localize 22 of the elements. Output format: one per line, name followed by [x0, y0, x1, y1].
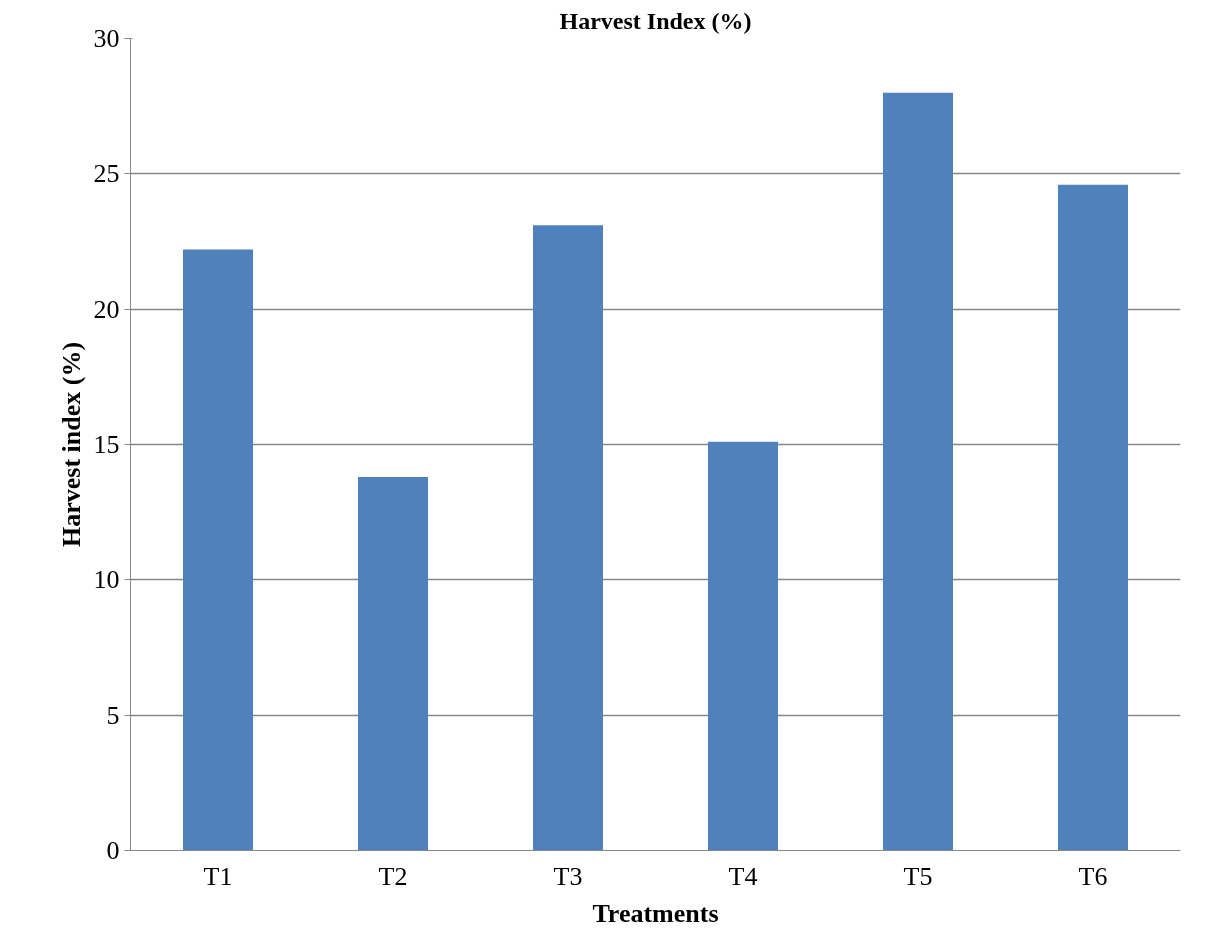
x-tick-label: T5: [903, 861, 933, 891]
y-tick-label: 5: [106, 700, 120, 730]
bar: [183, 249, 253, 851]
x-tick-label: T3: [553, 861, 583, 891]
x-tick-label: T6: [1078, 861, 1108, 891]
bar: [883, 92, 953, 851]
y-tick-label: 0: [106, 836, 120, 865]
x-tick-label: T2: [378, 861, 408, 891]
y-axis-title: Harvest index (%): [56, 341, 86, 548]
bar: [533, 225, 603, 851]
x-axis-title: Treatments: [592, 898, 719, 928]
bar: [1058, 184, 1128, 851]
y-tick-label: 15: [93, 430, 120, 459]
y-tick-label: 25: [93, 159, 120, 189]
bar: [358, 476, 428, 851]
y-tick-label: 30: [93, 24, 120, 53]
x-tick-label: T1: [203, 861, 233, 891]
chart-title: Harvest Index (%): [559, 7, 752, 34]
x-tick-label: T4: [728, 861, 758, 891]
bar: [708, 441, 778, 851]
y-tick-label: 10: [93, 565, 120, 595]
y-tick-label: 20: [93, 294, 120, 324]
